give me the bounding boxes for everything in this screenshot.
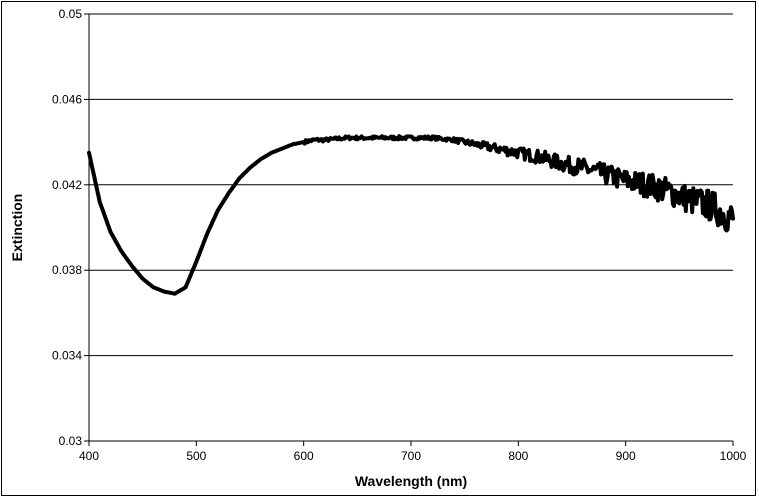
y-tick-label: 0.03 bbox=[59, 434, 83, 448]
y-tick-label: 0.046 bbox=[52, 92, 82, 106]
x-tick-label: 700 bbox=[401, 449, 421, 463]
x-tick-label: 800 bbox=[508, 449, 528, 463]
y-tick-label: 0.034 bbox=[52, 349, 82, 363]
x-tick-label: 400 bbox=[79, 449, 99, 463]
y-tick-label: 0.05 bbox=[59, 7, 83, 21]
y-axis-label: Extinction bbox=[9, 194, 25, 262]
x-tick-label: 600 bbox=[294, 449, 314, 463]
x-tick-label: 900 bbox=[616, 449, 636, 463]
x-axis-label: Wavelength (nm) bbox=[355, 473, 467, 489]
tick-labels: 0.03 0.034 0.038 0.042 0.046 0.05 400 500 600 700… bbox=[52, 7, 747, 463]
x-tick-label: 1000 bbox=[720, 449, 747, 463]
gridlines bbox=[89, 13, 733, 442]
axes bbox=[84, 13, 734, 446]
plot-area bbox=[87, 134, 735, 296]
y-tick-label: 0.038 bbox=[52, 263, 82, 277]
y-tick-label: 0.042 bbox=[52, 178, 82, 192]
x-tick-label: 500 bbox=[186, 449, 206, 463]
extinction-series-line bbox=[87, 134, 735, 296]
